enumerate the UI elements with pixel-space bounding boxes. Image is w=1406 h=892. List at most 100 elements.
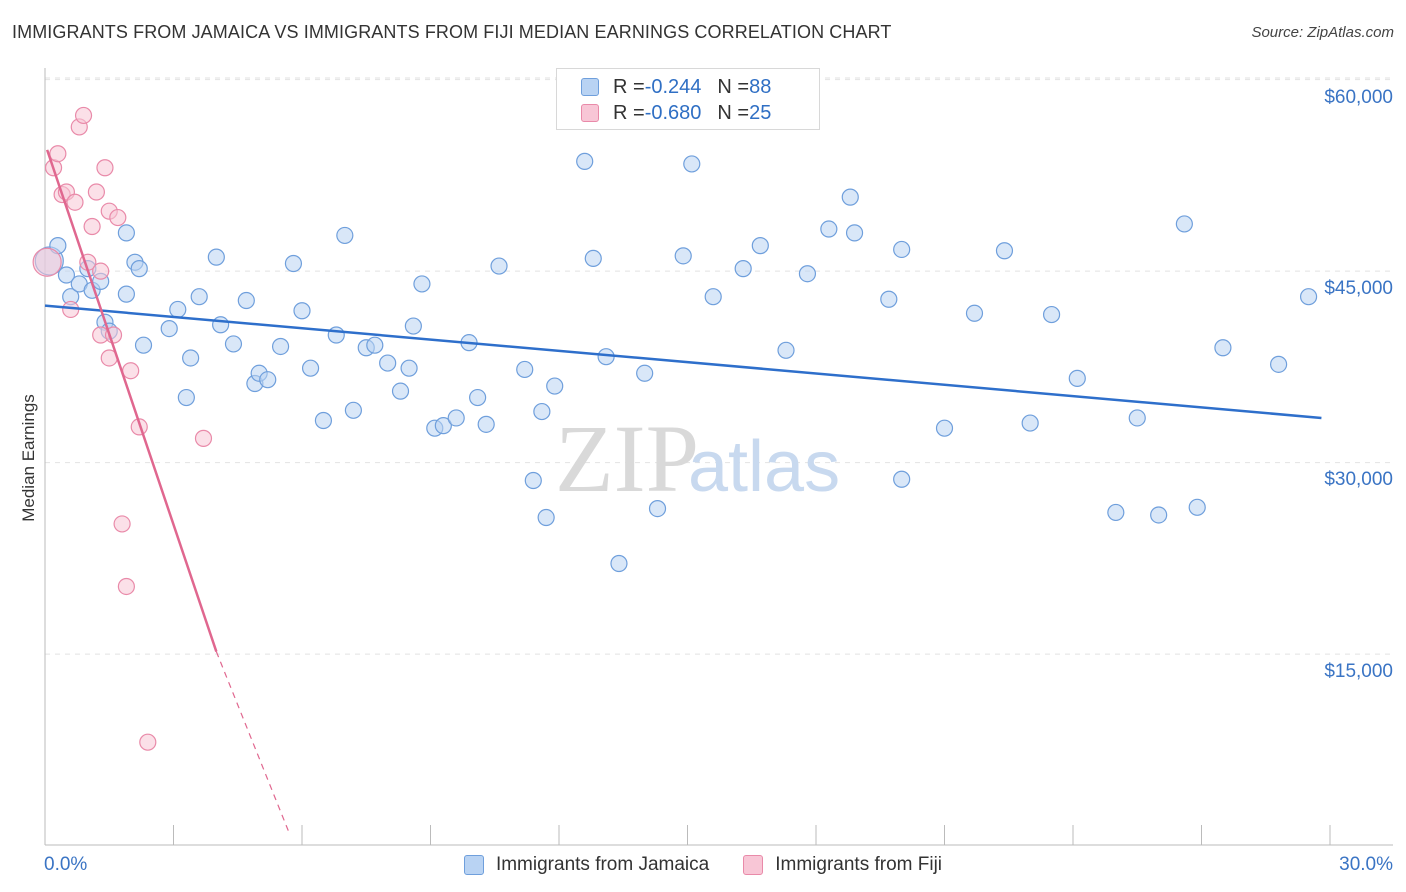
jamaica-point-75 [995,242,1014,260]
jamaica-point-20 [207,248,225,266]
fiji-point-0 [32,247,62,277]
jamaica-point-79 [1128,409,1146,427]
jamaica-point-63 [734,260,752,278]
series-legend-fiji-label: Immigrants from Fiji [775,854,943,875]
y-tick-label-45000: $45,000 [1324,278,1393,299]
correlation-legend: R = -0.244 N = 88 R = -0.680 N = 25 [556,68,820,130]
jamaica-point-44 [447,409,465,427]
jamaica-point-16 [169,300,187,319]
jamaica-point-86 [1068,369,1086,387]
jamaica-point-85 [1299,288,1318,306]
jamaica-point-11 [117,285,135,303]
jamaica-point-38 [391,382,410,400]
series-legend-jamaica-swatch [463,855,484,875]
jamaica-point-41 [413,275,431,293]
jamaica-point-28 [284,254,303,273]
jamaica-point-77 [1042,305,1061,324]
jamaica-point-27 [271,337,290,356]
jamaica-point-76 [1021,414,1039,432]
jamaica-point-65 [777,341,795,359]
jamaica-point-83 [1214,339,1232,357]
jamaica-point-78 [1107,503,1125,522]
jamaica-point-87 [704,288,722,306]
jamaica-point-48 [490,257,508,275]
jamaica-r-label: R = [613,75,645,98]
jamaica-swatch [581,78,599,96]
fiji-point-12 [92,262,110,280]
legend-row-jamaica: R = -0.244 N = 88 [581,74,771,100]
y-axis-label: Median Earnings [19,394,38,522]
jamaica-point-17 [177,388,195,407]
fiji-point-11 [87,183,106,201]
jamaica-point-13 [130,260,148,278]
jamaica-point-31 [314,411,333,430]
jamaica-point-67 [820,220,838,238]
fiji-points [32,106,213,751]
jamaica-point-52 [537,508,555,527]
series-legend-fiji-swatch [743,855,764,875]
jamaica-point-30 [301,359,320,377]
jamaica-point-47 [477,415,495,433]
jamaica-point-49 [516,360,534,379]
y-tick-label-60000: $60,000 [1324,87,1393,108]
jamaica-n-value: 88 [749,75,772,98]
series-legend-fiji: Immigrants from Fiji [743,854,942,876]
fiji-point-8 [74,106,93,125]
x-tick-label-max: 30.0% [1339,854,1393,875]
jamaica-point-46 [469,388,487,407]
fiji-trend-extension [215,651,290,834]
fiji-point-10 [83,217,101,236]
jamaica-point-21 [212,316,230,334]
jamaica-point-39 [400,359,418,377]
fiji-swatch [581,104,599,122]
jamaica-point-71 [893,240,911,259]
jamaica-point-37 [379,354,397,372]
jamaica-point-69 [845,224,864,242]
jamaica-point-55 [576,152,594,170]
fiji-point-6 [66,193,84,211]
jamaica-point-29 [293,302,311,320]
jamaica-point-34 [344,401,362,419]
watermark-zip: ZIP [555,405,699,512]
jamaica-point-26 [259,371,277,389]
jamaica-point-51 [533,402,551,421]
source-credit: Source: ZipAtlas.com [1251,24,1394,41]
fiji-point-21 [122,362,140,380]
trend-lines [44,149,1322,834]
jamaica-point-56 [584,249,602,267]
fiji-point-24 [194,429,213,447]
jamaica-point-74 [965,304,984,322]
jamaica-point-36 [366,336,384,354]
jamaica-point-23 [237,291,255,310]
jamaica-point-40 [404,317,422,335]
jamaica-n-label: N = [717,75,750,98]
series-legend-jamaica: Immigrants from Jamaica [463,854,709,876]
jamaica-trend-line [44,304,1322,420]
jamaica-point-2 [57,266,76,284]
fiji-point-20 [117,577,135,596]
jamaica-point-61 [674,247,692,265]
jamaica-point-73 [935,419,954,437]
fiji-trend-line [45,149,218,652]
fiji-point-23 [139,733,157,751]
fiji-point-2 [49,145,67,163]
jamaica-r-value: -0.244 [644,75,702,98]
jamaica-point-33 [336,226,354,245]
fiji-point-14 [96,159,114,177]
jamaica-point-60 [648,499,667,518]
jamaica-point-14 [134,336,153,354]
legend-row-fiji: R = -0.680 N = 25 [581,100,771,126]
jamaica-point-62 [683,155,701,173]
jamaica-point-32 [327,326,345,344]
jamaica-point-15 [160,320,178,338]
fiji-r-label: R = [613,101,645,124]
jamaica-point-19 [190,288,208,306]
axes-layer [44,68,1393,846]
jamaica-point-22 [224,335,243,353]
jamaica-point-80 [1150,506,1168,524]
jamaica-point-66 [798,265,817,283]
x-tick-label-min: 0.0% [44,854,87,875]
series-legend: Immigrants from Jamaica Immigrants from … [0,851,1406,879]
jamaica-point-84 [1269,355,1288,373]
